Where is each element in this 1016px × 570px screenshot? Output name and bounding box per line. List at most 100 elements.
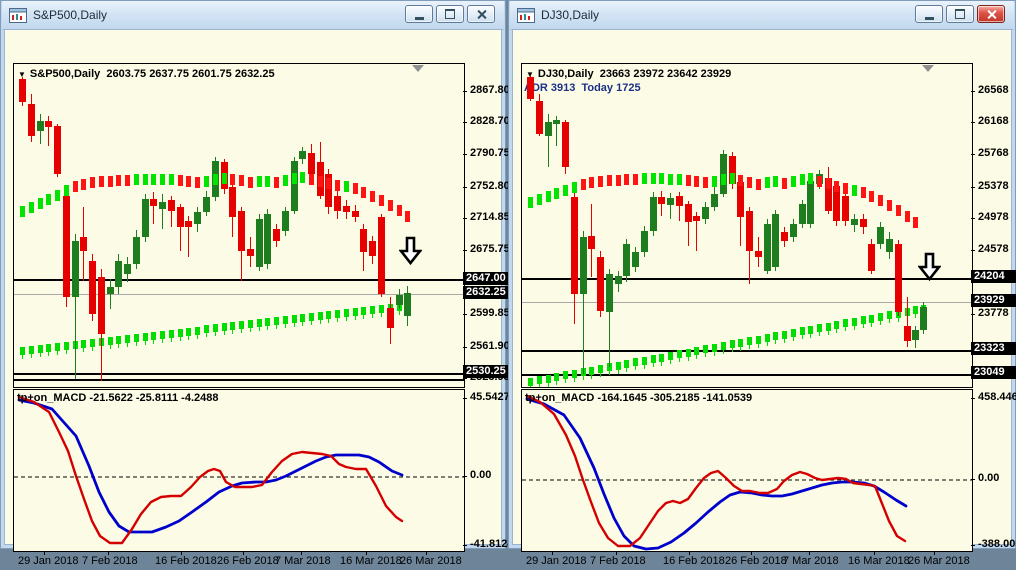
trend-ribbon-bar bbox=[265, 176, 270, 187]
candle bbox=[343, 206, 350, 212]
candle bbox=[737, 182, 744, 217]
trend-ribbon-bar bbox=[791, 176, 796, 187]
price-tick bbox=[463, 154, 467, 155]
candle bbox=[920, 307, 927, 330]
candle bbox=[676, 196, 683, 206]
candle bbox=[150, 199, 157, 206]
trend-ribbon-bar bbox=[546, 191, 551, 202]
price-label-boxed: 2530.25 bbox=[463, 365, 508, 378]
trend-ribbon-bar bbox=[852, 185, 857, 196]
trend-ribbon-bar bbox=[81, 179, 86, 190]
price-label-boxed: 2632.25 bbox=[463, 286, 508, 299]
price-label-boxed: 2647.00 bbox=[463, 272, 508, 285]
trend-ribbon-bar bbox=[326, 178, 331, 189]
trail-stop-marker bbox=[887, 311, 892, 320]
trail-stop-marker-stem bbox=[889, 319, 890, 324]
trend-ribbon-bar bbox=[186, 176, 191, 187]
trend-ribbon-bar bbox=[528, 197, 533, 208]
candle bbox=[387, 308, 394, 328]
price-label-boxed: 24204 bbox=[971, 270, 1016, 283]
trend-ribbon-bar bbox=[712, 176, 717, 187]
candle bbox=[352, 211, 359, 217]
trail-stop-marker-stem bbox=[618, 369, 619, 374]
collapse-caret-icon: ▼ bbox=[526, 70, 534, 79]
restore-button[interactable] bbox=[946, 5, 974, 23]
candle bbox=[45, 121, 52, 127]
title-bar[interactable]: S&P500,Daily bbox=[2, 1, 504, 30]
candle-wick bbox=[907, 297, 908, 347]
candle bbox=[781, 232, 788, 241]
price-label: 25768 bbox=[978, 147, 1009, 159]
candle bbox=[623, 244, 630, 276]
candle bbox=[291, 161, 298, 211]
trail-stop-marker bbox=[335, 310, 340, 319]
price-tick bbox=[971, 122, 975, 123]
candle bbox=[632, 252, 639, 267]
trail-stop-marker bbox=[642, 356, 647, 365]
restore-icon bbox=[955, 9, 965, 19]
trend-ribbon-bar bbox=[537, 194, 542, 205]
trail-stop-marker bbox=[204, 325, 209, 334]
candle bbox=[772, 214, 779, 267]
trail-stop-marker-stem bbox=[399, 310, 400, 315]
trail-stop-marker bbox=[195, 326, 200, 335]
candle bbox=[396, 295, 403, 305]
candle bbox=[833, 186, 840, 221]
candle-wick bbox=[696, 212, 697, 251]
candle bbox=[877, 227, 884, 244]
candle bbox=[588, 236, 595, 249]
candle bbox=[799, 204, 806, 224]
trail-stop-marker bbox=[108, 336, 113, 345]
macd-pane[interactable]: tp+on_MACD -21.5622 -25.8111 -4.2488 bbox=[13, 389, 465, 552]
trend-ribbon-bar bbox=[125, 175, 130, 186]
title-bar[interactable]: DJ30,Daily bbox=[510, 1, 1014, 30]
trail-stop-marker-stem bbox=[250, 328, 251, 333]
candle-wick bbox=[188, 216, 189, 257]
candle bbox=[825, 178, 832, 211]
trail-stop-marker bbox=[668, 351, 673, 360]
trend-ribbon-bar bbox=[607, 175, 612, 186]
trail-stop-marker-stem bbox=[915, 314, 916, 319]
candle bbox=[851, 219, 858, 225]
trail-stop-marker-stem bbox=[294, 323, 295, 328]
trail-stop-marker bbox=[318, 312, 323, 321]
minimize-button[interactable] bbox=[915, 5, 943, 23]
trail-stop-marker-stem bbox=[661, 361, 662, 366]
date-label: 16 Mar 2018 bbox=[848, 555, 910, 567]
candle bbox=[194, 212, 201, 224]
price-label-boxed: 23929 bbox=[971, 294, 1016, 307]
trend-ribbon-bar bbox=[379, 195, 384, 206]
trail-stop-marker bbox=[537, 376, 542, 385]
candle bbox=[746, 211, 753, 251]
trail-stop-marker-stem bbox=[241, 329, 242, 334]
macd-pane[interactable]: tp+on_MACD -164.1645 -305.2185 -141.0539 bbox=[521, 389, 973, 552]
price-tick bbox=[463, 347, 467, 348]
trend-ribbon-bar bbox=[38, 198, 43, 209]
restore-button[interactable] bbox=[436, 5, 464, 23]
price-pane[interactable]: ▼ S&P500,Daily 2603.75 2637.75 2601.75 26… bbox=[13, 63, 465, 388]
trail-stop-marker bbox=[800, 327, 805, 336]
price-pane[interactable]: ▼ DJ30,Daily 23663 23972 23642 23929 ADR … bbox=[521, 63, 973, 388]
close-button[interactable] bbox=[977, 5, 1005, 23]
trail-stop-marker-stem bbox=[635, 366, 636, 371]
candle-wick bbox=[548, 114, 549, 167]
macd-signal-line bbox=[525, 397, 908, 551]
trail-stop-marker bbox=[782, 330, 787, 339]
trail-stop-marker bbox=[651, 355, 656, 364]
close-icon bbox=[477, 10, 486, 19]
trail-stop-marker-stem bbox=[381, 313, 382, 318]
close-button[interactable] bbox=[467, 5, 495, 23]
trail-stop-marker bbox=[257, 319, 262, 328]
price-label-boxed: 23323 bbox=[971, 342, 1016, 355]
trail-stop-marker bbox=[756, 335, 761, 344]
chart-window-dj30: DJ30,Daily ▼ DJ30,Daily 23663 23972 23642… bbox=[508, 0, 1016, 567]
trail-stop-marker bbox=[712, 343, 717, 352]
trail-stop-marker-stem bbox=[118, 343, 119, 348]
candle-wick bbox=[556, 116, 557, 146]
date-label: 7 Feb 2018 bbox=[590, 555, 646, 567]
trail-stop-marker-stem bbox=[732, 348, 733, 353]
minimize-button[interactable] bbox=[405, 5, 433, 23]
minimize-icon bbox=[414, 17, 424, 20]
date-label: 16 Feb 2018 bbox=[663, 555, 725, 567]
trail-stop-marker-stem bbox=[583, 376, 584, 381]
